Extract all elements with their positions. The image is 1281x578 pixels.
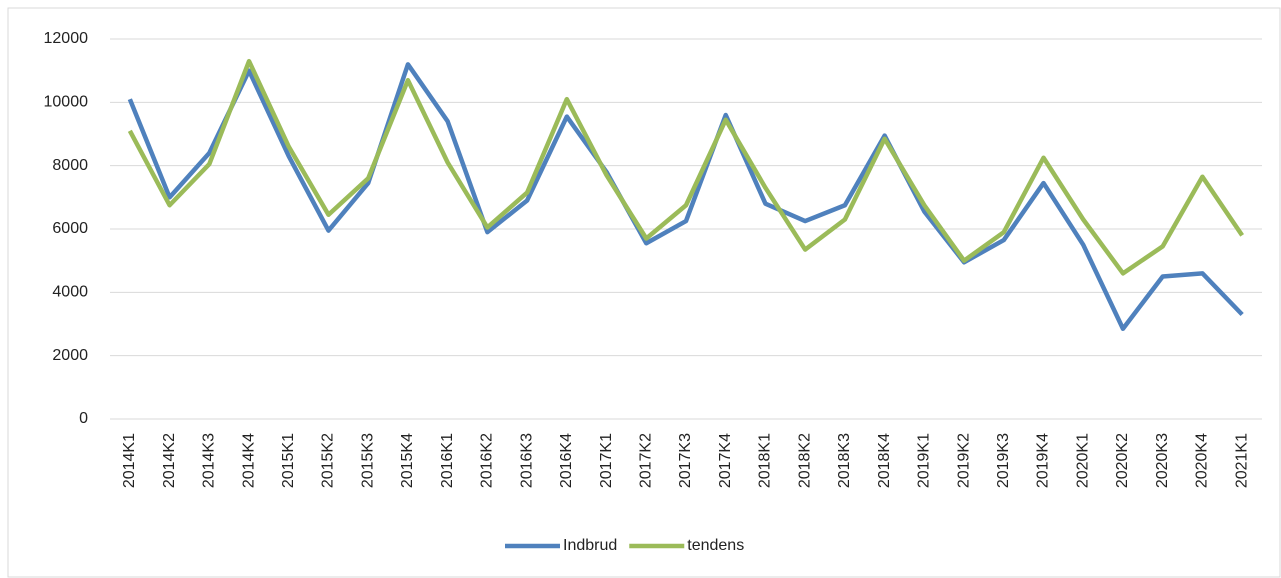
x-tick-label: 2014K3 [201,433,218,488]
y-tick-label: 10000 [44,94,89,111]
y-tick-label: 6000 [52,220,88,237]
x-tick-label: 2016K4 [558,433,575,488]
x-tick-label: 2015K1 [280,433,297,488]
x-tick-label: 2017K4 [717,433,734,488]
x-tick-label: 2020K1 [1074,433,1091,488]
x-tick-label: 2017K2 [637,433,654,488]
x-tick-label: 2019K4 [1035,433,1052,488]
x-tick-label: 2018K4 [876,433,893,488]
x-tick-label: 2020K4 [1194,433,1211,488]
x-tick-label: 2014K4 [240,433,257,488]
x-tick-label: 2015K4 [399,433,416,488]
x-tick-label: 2018K2 [796,433,813,488]
x-tick-label: 2017K1 [598,433,615,488]
x-tick-label: 2019K2 [955,433,972,488]
x-tick-label: 2014K1 [121,433,138,488]
y-tick-label: 0 [79,410,88,427]
legend-label: Indbrud [563,537,617,554]
y-tick-label: 12000 [44,30,89,47]
x-tick-label: 2020K2 [1114,433,1131,488]
x-tick-label: 2016K1 [439,433,456,488]
x-tick-label: 2018K3 [836,433,853,488]
x-tick-label: 2020K3 [1154,433,1171,488]
x-tick-label: 2015K2 [320,433,337,488]
x-tick-label: 2019K1 [916,433,933,488]
x-tick-label: 2015K3 [359,433,376,488]
x-tick-label: 2017K3 [677,433,694,488]
x-tick-label: 2018K1 [757,433,774,488]
y-tick-label: 4000 [52,284,88,301]
x-tick-label: 2016K2 [479,433,496,488]
legend-label: tendens [687,537,744,554]
series-line [127,58,1245,276]
x-tick-label: 2014K2 [161,433,178,488]
series-line [127,62,1244,331]
y-tick-label: 8000 [52,157,88,174]
y-tick-label: 2000 [52,347,88,364]
x-tick-label: 2019K3 [995,433,1012,488]
x-tick-label: 2016K3 [518,433,535,488]
x-tick-label: 2021K1 [1233,433,1250,488]
